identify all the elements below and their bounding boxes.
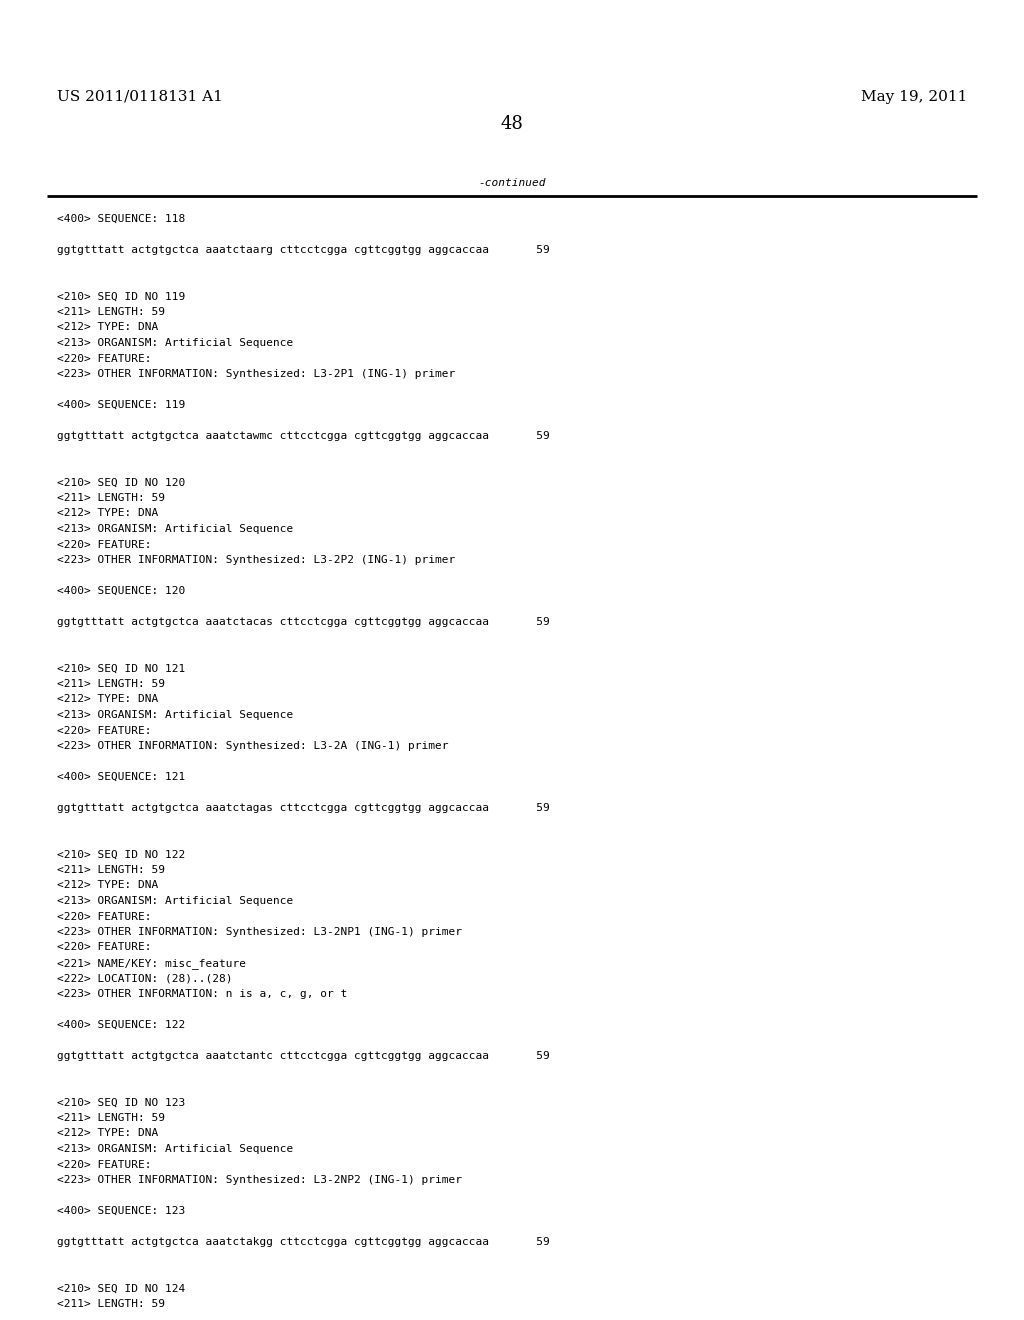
Text: <211> LENGTH: 59: <211> LENGTH: 59 — [57, 865, 165, 875]
Text: US 2011/0118131 A1: US 2011/0118131 A1 — [57, 90, 223, 104]
Text: <400> SEQUENCE: 123: <400> SEQUENCE: 123 — [57, 1206, 185, 1216]
Text: <223> OTHER INFORMATION: Synthesized: L3-2NP2 (ING-1) primer: <223> OTHER INFORMATION: Synthesized: L3… — [57, 1175, 462, 1185]
Text: ggtgtttatt actgtgctca aaatctagas cttcctcgga cgttcggtgg aggcaccaa       59: ggtgtttatt actgtgctca aaatctagas cttcctc… — [57, 803, 550, 813]
Text: <400> SEQUENCE: 120: <400> SEQUENCE: 120 — [57, 586, 185, 597]
Text: <220> FEATURE:: <220> FEATURE: — [57, 912, 152, 921]
Text: <400> SEQUENCE: 119: <400> SEQUENCE: 119 — [57, 400, 185, 411]
Text: <212> TYPE: DNA: <212> TYPE: DNA — [57, 1129, 159, 1138]
Text: <400> SEQUENCE: 118: <400> SEQUENCE: 118 — [57, 214, 185, 224]
Text: <210> SEQ ID NO 119: <210> SEQ ID NO 119 — [57, 292, 185, 301]
Text: <213> ORGANISM: Artificial Sequence: <213> ORGANISM: Artificial Sequence — [57, 338, 293, 348]
Text: <220> FEATURE:: <220> FEATURE: — [57, 726, 152, 735]
Text: <210> SEQ ID NO 120: <210> SEQ ID NO 120 — [57, 478, 185, 487]
Text: May 19, 2011: May 19, 2011 — [860, 90, 967, 104]
Text: <213> ORGANISM: Artificial Sequence: <213> ORGANISM: Artificial Sequence — [57, 524, 293, 535]
Text: <222> LOCATION: (28)..(28): <222> LOCATION: (28)..(28) — [57, 974, 232, 983]
Text: ggtgtttatt actgtgctca aaatctacas cttcctcgga cgttcggtgg aggcaccaa       59: ggtgtttatt actgtgctca aaatctacas cttcctc… — [57, 616, 550, 627]
Text: <210> SEQ ID NO 122: <210> SEQ ID NO 122 — [57, 850, 185, 859]
Text: <212> TYPE: DNA: <212> TYPE: DNA — [57, 508, 159, 519]
Text: <213> ORGANISM: Artificial Sequence: <213> ORGANISM: Artificial Sequence — [57, 710, 293, 719]
Text: 48: 48 — [501, 115, 523, 133]
Text: <223> OTHER INFORMATION: Synthesized: L3-2P2 (ING-1) primer: <223> OTHER INFORMATION: Synthesized: L3… — [57, 554, 456, 565]
Text: <400> SEQUENCE: 121: <400> SEQUENCE: 121 — [57, 772, 185, 781]
Text: <223> OTHER INFORMATION: n is a, c, g, or t: <223> OTHER INFORMATION: n is a, c, g, o… — [57, 989, 347, 999]
Text: <211> LENGTH: 59: <211> LENGTH: 59 — [57, 678, 165, 689]
Text: <221> NAME/KEY: misc_feature: <221> NAME/KEY: misc_feature — [57, 958, 246, 969]
Text: <211> LENGTH: 59: <211> LENGTH: 59 — [57, 308, 165, 317]
Text: <220> FEATURE:: <220> FEATURE: — [57, 1159, 152, 1170]
Text: <223> OTHER INFORMATION: Synthesized: L3-2NP1 (ING-1) primer: <223> OTHER INFORMATION: Synthesized: L3… — [57, 927, 462, 937]
Text: ggtgtttatt actgtgctca aaatctawmc cttcctcgga cgttcggtgg aggcaccaa       59: ggtgtttatt actgtgctca aaatctawmc cttcctc… — [57, 432, 550, 441]
Text: ggtgtttatt actgtgctca aaatctakgg cttcctcgga cgttcggtgg aggcaccaa       59: ggtgtttatt actgtgctca aaatctakgg cttcctc… — [57, 1237, 550, 1247]
Text: <211> LENGTH: 59: <211> LENGTH: 59 — [57, 1113, 165, 1123]
Text: <212> TYPE: DNA: <212> TYPE: DNA — [57, 322, 159, 333]
Text: <220> FEATURE:: <220> FEATURE: — [57, 540, 152, 549]
Text: <212> TYPE: DNA: <212> TYPE: DNA — [57, 880, 159, 891]
Text: ggtgtttatt actgtgctca aaatctantc cttcctcgga cgttcggtgg aggcaccaa       59: ggtgtttatt actgtgctca aaatctantc cttcctc… — [57, 1051, 550, 1061]
Text: <220> FEATURE:: <220> FEATURE: — [57, 942, 152, 953]
Text: <220> FEATURE:: <220> FEATURE: — [57, 354, 152, 363]
Text: <211> LENGTH: 59: <211> LENGTH: 59 — [57, 1299, 165, 1309]
Text: <210> SEQ ID NO 124: <210> SEQ ID NO 124 — [57, 1283, 185, 1294]
Text: <213> ORGANISM: Artificial Sequence: <213> ORGANISM: Artificial Sequence — [57, 896, 293, 906]
Text: <223> OTHER INFORMATION: Synthesized: L3-2P1 (ING-1) primer: <223> OTHER INFORMATION: Synthesized: L3… — [57, 370, 456, 379]
Text: <210> SEQ ID NO 123: <210> SEQ ID NO 123 — [57, 1097, 185, 1107]
Text: <400> SEQUENCE: 122: <400> SEQUENCE: 122 — [57, 1020, 185, 1030]
Text: -continued: -continued — [478, 178, 546, 187]
Text: <213> ORGANISM: Artificial Sequence: <213> ORGANISM: Artificial Sequence — [57, 1144, 293, 1154]
Text: <223> OTHER INFORMATION: Synthesized: L3-2A (ING-1) primer: <223> OTHER INFORMATION: Synthesized: L3… — [57, 741, 449, 751]
Text: <211> LENGTH: 59: <211> LENGTH: 59 — [57, 492, 165, 503]
Text: <210> SEQ ID NO 121: <210> SEQ ID NO 121 — [57, 664, 185, 673]
Text: <212> TYPE: DNA: <212> TYPE: DNA — [57, 694, 159, 705]
Text: ggtgtttatt actgtgctca aaatctaarg cttcctcgga cgttcggtgg aggcaccaa       59: ggtgtttatt actgtgctca aaatctaarg cttcctc… — [57, 246, 550, 255]
